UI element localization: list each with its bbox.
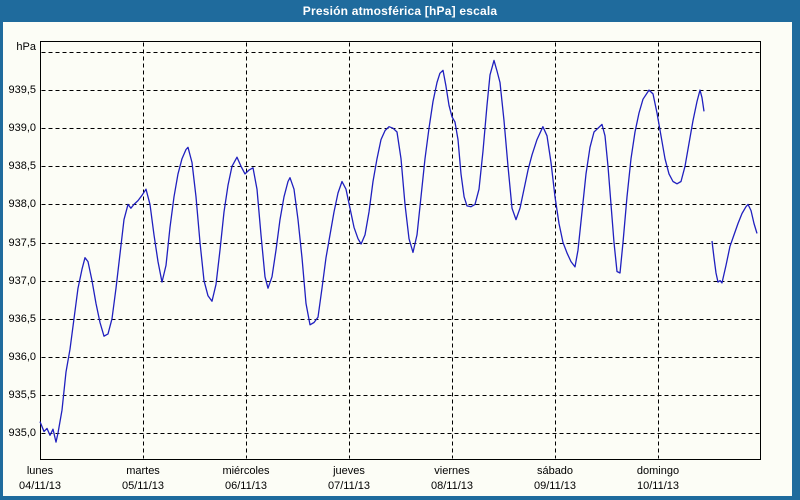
y-tick-label: 936,5	[8, 313, 36, 325]
pressure-series-line	[711, 203, 758, 284]
y-tick-label: 939,0	[8, 122, 36, 134]
y-tick-label: 939,5	[8, 84, 36, 96]
plot-border	[40, 41, 761, 460]
y-tick-label: 936,0	[8, 351, 36, 363]
x-day-label-domingo: domingo 10/11/13	[607, 464, 709, 494]
day-name: viernes	[434, 465, 470, 477]
y-tick-label: 938,5	[8, 160, 36, 172]
x-day-label-jueves: jueves 07/11/13	[298, 464, 400, 494]
x-day-label-viernes: viernes 08/11/13	[401, 464, 503, 494]
day-date: 06/11/13	[224, 480, 267, 492]
pressure-series-line	[39, 59, 705, 443]
y-axis-unit-label: hPa	[16, 41, 36, 53]
x-day-label-lunes: lunes 04/11/13	[0, 464, 91, 494]
day-date: 04/11/13	[18, 480, 61, 492]
day-date: 07/11/13	[327, 480, 370, 492]
y-tick-label: 937,0	[8, 275, 36, 287]
x-day-label-sabado: sábado 09/11/13	[504, 464, 606, 494]
day-date: 05/11/13	[121, 480, 164, 492]
y-tick-label: 937,5	[8, 237, 36, 249]
day-name: jueves	[333, 465, 365, 477]
x-day-label-martes: martes 05/11/13	[92, 464, 194, 494]
day-name: martes	[126, 465, 160, 477]
x-day-label-miercoles: miércoles 06/11/13	[195, 464, 297, 494]
day-date: 09/11/13	[533, 480, 576, 492]
y-tick-label: 938,0	[8, 198, 36, 210]
window-border-left	[0, 22, 3, 496]
day-name: lunes	[26, 465, 54, 477]
day-name: sábado	[536, 465, 574, 477]
window-title: Presión atmosférica [hPa] escala	[302, 4, 498, 18]
window-border-bottom	[0, 496, 800, 500]
day-date: 10/11/13	[636, 480, 679, 492]
window-title-bar: Presión atmosférica [hPa] escala	[0, 0, 800, 22]
y-tick-label: 935,0	[8, 427, 36, 439]
day-name: miércoles	[222, 465, 270, 477]
day-name: domingo	[636, 465, 680, 477]
day-date: 08/11/13	[430, 480, 473, 492]
window-border-right	[792, 22, 800, 496]
y-tick-label: 935,5	[8, 389, 36, 401]
